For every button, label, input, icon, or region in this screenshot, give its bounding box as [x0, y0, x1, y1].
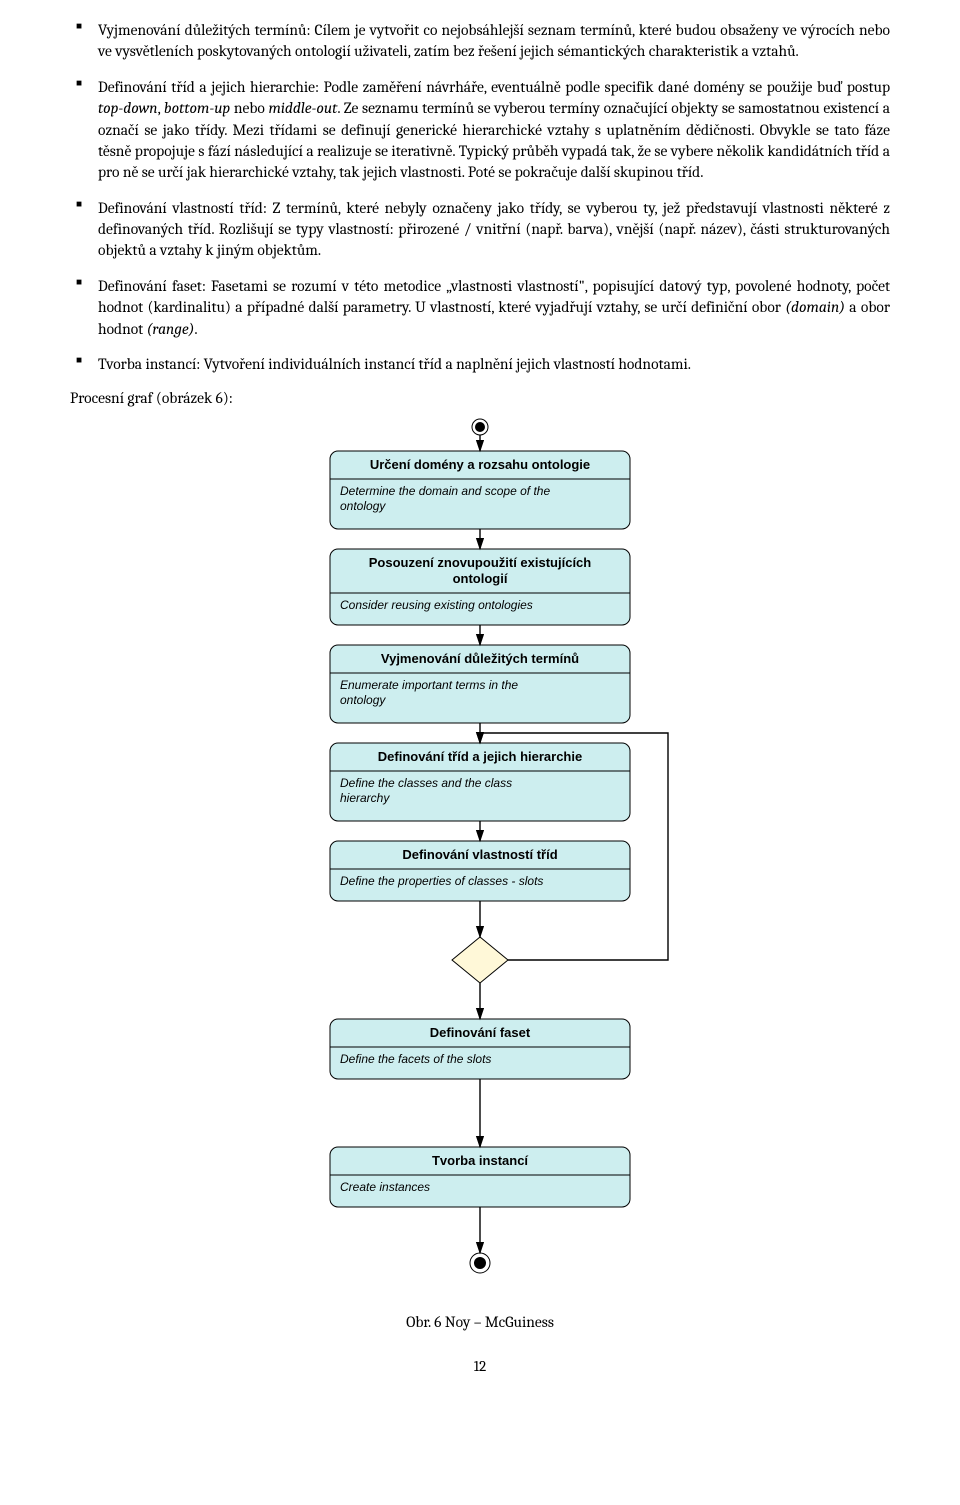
- diagram-intro: Procesní graf (obrázek 6):: [70, 389, 890, 407]
- bullet-lead: Definování vlastností tříd:: [98, 199, 267, 217]
- flowchart: Určení domény a rozsahu ontologie Determi…: [270, 417, 690, 1287]
- svg-text:Define the facets of the slots: Define the facets of the slots: [340, 1052, 491, 1066]
- bullet-item: Tvorba instancí: Vytvoření individuálníc…: [70, 354, 890, 375]
- bullet-lead: Definování faset:: [98, 277, 206, 295]
- bullet-item: Vyjmenování důležitých termínů: Cílem je…: [70, 20, 890, 63]
- figure-caption: Obr. 6 Noy – McGuiness: [70, 1313, 890, 1331]
- flowchart-container: Určení domény a rozsahu ontologie Determi…: [70, 417, 890, 1291]
- bullet-lead: Definování tříd a jejich hierarchie:: [98, 78, 319, 96]
- svg-text:ontology: ontology: [340, 693, 386, 707]
- svg-text:Tvorba instancí: Tvorba instancí: [432, 1153, 528, 1168]
- bullet-lead: Vyjmenování důležitých termínů:: [98, 21, 310, 39]
- bullet-item: Definování faset: Fasetami se rozumí v t…: [70, 276, 890, 340]
- svg-text:Určení domény a rozsahu ontolo: Určení domény a rozsahu ontologie: [370, 457, 590, 472]
- svg-text:Posouzení znovupoužití existuj: Posouzení znovupoužití existujících: [369, 555, 592, 570]
- svg-text:Enumerate important terms in t: Enumerate important terms in the: [340, 678, 518, 692]
- svg-text:Definování vlastností tříd: Definování vlastností tříd: [402, 847, 557, 862]
- bullet-text: Fasetami se rozumí v této metodice „vlas…: [98, 277, 890, 338]
- svg-text:Vyjmenování důležitých termínů: Vyjmenování důležitých termínů: [381, 651, 579, 666]
- bullet-item: Definování tříd a jejich hierarchie: Pod…: [70, 77, 890, 184]
- bullet-lead: Tvorba instancí:: [98, 355, 200, 373]
- svg-text:Define the classes and the cla: Define the classes and the class: [340, 776, 512, 790]
- svg-text:Define the properties of class: Define the properties of classes - slots: [340, 874, 543, 888]
- svg-text:ontology: ontology: [340, 499, 386, 513]
- svg-text:ontologií: ontologií: [453, 571, 508, 586]
- svg-text:Definování faset: Definování faset: [430, 1025, 531, 1040]
- svg-text:Determine the domain and scope: Determine the domain and scope of the: [340, 484, 550, 498]
- svg-text:Consider reusing existing onto: Consider reusing existing ontologies: [340, 598, 533, 612]
- svg-text:hierarchy: hierarchy: [340, 791, 390, 805]
- bullet-list: Vyjmenování důležitých termínů: Cílem je…: [70, 20, 890, 375]
- bullet-item: Definování vlastností tříd: Z termínů, k…: [70, 198, 890, 262]
- bullet-text: Vytvoření individuálních instancí tříd a…: [200, 355, 691, 373]
- svg-text:Create instances: Create instances: [340, 1180, 430, 1194]
- svg-text:Definování tříd a jejich hiera: Definování tříd a jejich hierarchie: [378, 749, 582, 764]
- page-number: 12: [70, 1357, 890, 1375]
